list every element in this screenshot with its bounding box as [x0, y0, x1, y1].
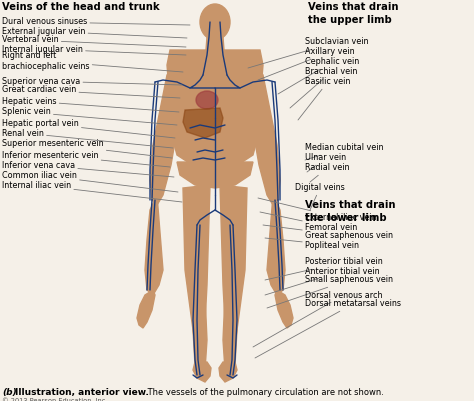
Polygon shape — [220, 185, 247, 360]
Text: Brachial vein: Brachial vein — [290, 67, 357, 108]
Text: Inferior mesenteric vein: Inferior mesenteric vein — [2, 150, 170, 167]
Text: Veins of the head and trunk: Veins of the head and trunk — [2, 2, 160, 12]
Text: Right and left
brachiocephalic veins: Right and left brachiocephalic veins — [2, 51, 183, 72]
Text: Median cubital vein: Median cubital vein — [305, 144, 383, 160]
Text: Hepatic veins: Hepatic veins — [2, 97, 179, 112]
Text: Ulnar vein: Ulnar vein — [305, 154, 346, 172]
Polygon shape — [253, 60, 280, 205]
Text: Common iliac vein: Common iliac vein — [2, 170, 178, 192]
Text: Popliteal vein: Popliteal vein — [265, 238, 359, 249]
Polygon shape — [137, 290, 155, 328]
Text: Subclavian vein: Subclavian vein — [248, 38, 368, 68]
Polygon shape — [177, 162, 253, 188]
Text: Axillary vein: Axillary vein — [258, 47, 355, 80]
Polygon shape — [183, 108, 223, 138]
Text: Radial vein: Radial vein — [305, 164, 349, 182]
Text: Internal jugular vein: Internal jugular vein — [2, 45, 186, 55]
Ellipse shape — [200, 4, 230, 40]
Text: Digital veins: Digital veins — [295, 184, 345, 210]
Text: (b): (b) — [2, 388, 17, 397]
Text: Superior vena cava: Superior vena cava — [2, 77, 182, 85]
Text: Small saphenous vein: Small saphenous vein — [267, 275, 393, 308]
Text: Veins that drain
the upper limb: Veins that drain the upper limb — [308, 2, 399, 25]
Text: External jugular vein: External jugular vein — [2, 26, 187, 38]
Polygon shape — [145, 195, 163, 295]
Text: Femoral vein: Femoral vein — [260, 212, 357, 231]
Text: Basilic vein: Basilic vein — [298, 77, 350, 120]
Text: Renal vein: Renal vein — [2, 128, 173, 148]
Text: Vertebral vein: Vertebral vein — [2, 36, 186, 47]
Text: Dorsal venous arch: Dorsal venous arch — [253, 290, 383, 347]
Polygon shape — [183, 185, 210, 360]
Text: Anterior tibial vein: Anterior tibial vein — [265, 267, 380, 295]
Polygon shape — [219, 362, 237, 382]
Text: Cephalic vein: Cephalic vein — [278, 57, 359, 94]
Text: The vessels of the pulmonary circulation are not shown.: The vessels of the pulmonary circulation… — [145, 388, 384, 397]
Polygon shape — [206, 37, 224, 50]
Text: Splenic vein: Splenic vein — [2, 107, 177, 125]
Polygon shape — [193, 295, 207, 375]
Polygon shape — [267, 195, 285, 295]
Text: External iliac vein: External iliac vein — [258, 198, 377, 223]
Text: Illustration, anterior view.: Illustration, anterior view. — [15, 388, 149, 397]
Polygon shape — [275, 290, 293, 328]
Polygon shape — [223, 295, 237, 375]
Text: Dural venous sinuses: Dural venous sinuses — [2, 18, 190, 26]
Text: Posterior tibial vein: Posterior tibial vein — [265, 257, 383, 280]
Text: Inferior vena cava: Inferior vena cava — [2, 160, 174, 177]
Text: Superior mesenteric vein: Superior mesenteric vein — [2, 140, 172, 158]
Polygon shape — [193, 362, 211, 382]
Text: Great cardiac vein: Great cardiac vein — [2, 85, 180, 98]
Text: Hepatic portal vein: Hepatic portal vein — [2, 119, 175, 138]
Text: © 2013 Pearson Education, Inc.: © 2013 Pearson Education, Inc. — [2, 397, 108, 401]
Text: Veins that drain
the lower limb: Veins that drain the lower limb — [305, 200, 395, 223]
Ellipse shape — [196, 91, 218, 109]
Text: Internal iliac vein: Internal iliac vein — [2, 180, 182, 202]
Polygon shape — [150, 60, 177, 205]
Text: Dorsal metatarsal veins: Dorsal metatarsal veins — [255, 300, 401, 358]
Polygon shape — [167, 50, 263, 168]
Text: Great saphenous vein: Great saphenous vein — [263, 225, 393, 241]
